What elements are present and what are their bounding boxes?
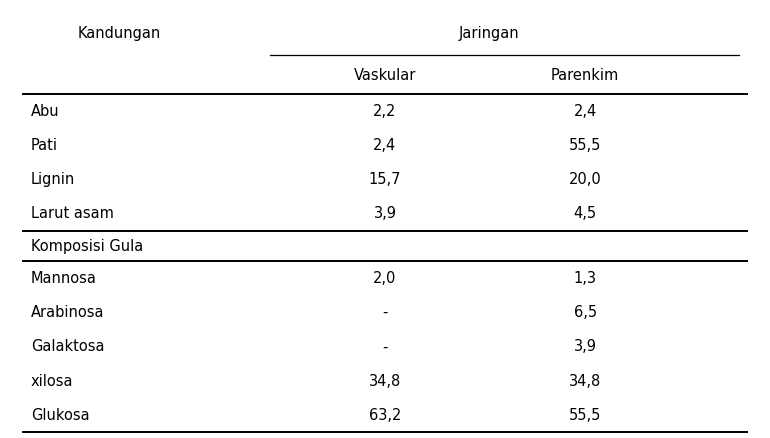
Text: 6,5: 6,5 [574, 305, 597, 320]
Text: Parenkim: Parenkim [551, 68, 619, 83]
Text: 2,4: 2,4 [574, 104, 597, 119]
Text: Glukosa: Glukosa [31, 408, 89, 423]
Text: xilosa: xilosa [31, 374, 73, 389]
Text: 4,5: 4,5 [574, 206, 597, 221]
Text: -: - [383, 339, 387, 354]
Text: Arabinosa: Arabinosa [31, 305, 104, 320]
Text: 1,3: 1,3 [574, 271, 597, 286]
Text: Jaringan: Jaringan [459, 26, 519, 42]
Text: 63,2: 63,2 [369, 408, 401, 423]
Text: 15,7: 15,7 [369, 172, 401, 187]
Text: Vaskular: Vaskular [353, 68, 417, 83]
Text: Larut asam: Larut asam [31, 206, 114, 221]
Text: 55,5: 55,5 [569, 138, 601, 153]
Text: Pati: Pati [31, 138, 58, 153]
Text: 3,9: 3,9 [574, 339, 597, 354]
Text: 34,8: 34,8 [369, 374, 401, 389]
Text: Kandungan: Kandungan [78, 26, 161, 42]
Text: Abu: Abu [31, 104, 59, 119]
Text: Lignin: Lignin [31, 172, 75, 187]
Text: Galaktosa: Galaktosa [31, 339, 104, 354]
Text: 34,8: 34,8 [569, 374, 601, 389]
Text: Komposisi Gula: Komposisi Gula [31, 239, 143, 254]
Text: 3,9: 3,9 [373, 206, 397, 221]
Text: 55,5: 55,5 [569, 408, 601, 423]
Text: -: - [383, 305, 387, 320]
Text: 2,4: 2,4 [373, 138, 397, 153]
Text: 2,0: 2,0 [373, 271, 397, 286]
Text: 2,2: 2,2 [373, 104, 397, 119]
Text: Mannosa: Mannosa [31, 271, 97, 286]
Text: 20,0: 20,0 [569, 172, 601, 187]
